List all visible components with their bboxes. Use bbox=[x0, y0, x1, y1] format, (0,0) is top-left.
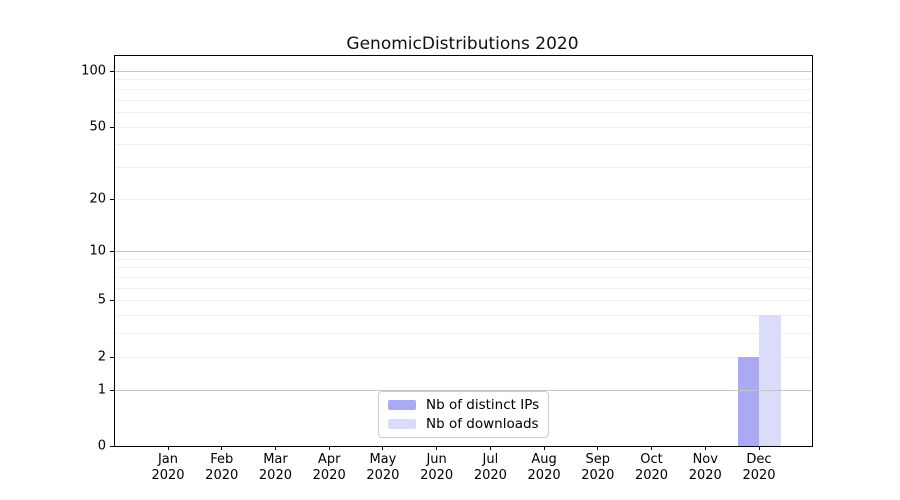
month-label: Jul bbox=[482, 452, 499, 467]
legend-row: Nb of downloads bbox=[388, 416, 539, 432]
x-tick-label: Jun 2020 bbox=[405, 452, 469, 484]
x-tick-label: Mar 2020 bbox=[243, 452, 307, 484]
minor-gridline bbox=[115, 300, 812, 302]
minor-gridline bbox=[115, 198, 812, 200]
bar-downloads bbox=[759, 315, 781, 446]
month-label: Jun bbox=[426, 452, 447, 467]
year-label: 2020 bbox=[366, 468, 400, 483]
major-gridline bbox=[115, 71, 812, 72]
minor-gridline bbox=[115, 88, 812, 90]
y-tick bbox=[110, 356, 115, 358]
y-tick bbox=[110, 71, 115, 72]
minor-gridline bbox=[115, 315, 812, 317]
month-label: Mar bbox=[263, 452, 288, 467]
y-tick-label: 0 bbox=[97, 438, 106, 454]
y-tick bbox=[110, 389, 115, 391]
year-label: 2020 bbox=[258, 468, 292, 483]
month-label: Dec bbox=[746, 452, 772, 467]
x-tick bbox=[221, 446, 223, 450]
x-tick-label: Sep 2020 bbox=[566, 452, 630, 484]
year-label: 2020 bbox=[688, 468, 722, 483]
year-label: 2020 bbox=[205, 468, 239, 483]
legend-row: Nb of distinct IPs bbox=[388, 397, 539, 413]
minor-gridline bbox=[115, 356, 812, 358]
x-tick-label: Apr 2020 bbox=[297, 452, 361, 484]
minor-gridline bbox=[115, 111, 812, 113]
x-tick bbox=[758, 446, 760, 450]
plot-area: 0 1 2 5 10 20 50 100 Jan 2020 Feb 2020 Mar 2020 Apr 202… bbox=[81, 55, 813, 483]
month-label: Aug bbox=[531, 452, 557, 467]
minor-gridline bbox=[115, 333, 812, 335]
month-label: May bbox=[369, 452, 397, 467]
year-label: 2020 bbox=[581, 468, 615, 483]
chart-title: GenomicDistributions 2020 bbox=[346, 34, 579, 54]
x-tick-label: Dec 2020 bbox=[727, 452, 791, 484]
month-label: Oct bbox=[640, 452, 663, 467]
x-tick bbox=[597, 446, 599, 450]
bar-distinct-ips bbox=[737, 356, 759, 446]
major-gridline bbox=[115, 251, 812, 253]
x-tick bbox=[704, 446, 706, 450]
x-tick bbox=[382, 446, 384, 450]
x-tick bbox=[167, 446, 169, 450]
legend-swatch-distinct-ips bbox=[388, 400, 416, 410]
y-tick-label: 100 bbox=[81, 63, 106, 79]
x-tick-label: Oct 2020 bbox=[620, 452, 684, 484]
minor-gridline bbox=[115, 79, 812, 81]
x-tick bbox=[651, 446, 653, 450]
year-label: 2020 bbox=[634, 468, 669, 483]
legend-swatch-downloads bbox=[388, 419, 416, 429]
year-label: 2020 bbox=[151, 468, 185, 483]
major-gridline bbox=[115, 389, 812, 391]
month-label: Nov bbox=[692, 452, 718, 467]
y-tick bbox=[110, 198, 115, 200]
year-label: 2020 bbox=[473, 468, 507, 483]
month-label: Feb bbox=[210, 452, 234, 467]
y-tick-label: 20 bbox=[89, 191, 106, 207]
year-label: 2020 bbox=[312, 468, 346, 483]
y-tick bbox=[110, 300, 115, 302]
x-tick-label: Feb 2020 bbox=[190, 452, 254, 484]
year-label: 2020 bbox=[527, 468, 561, 483]
x-tick bbox=[436, 446, 438, 450]
x-tick bbox=[274, 446, 276, 450]
minor-gridline bbox=[115, 258, 812, 260]
x-tick-label: May 2020 bbox=[351, 452, 415, 484]
minor-gridline bbox=[115, 277, 812, 279]
minor-gridline bbox=[115, 287, 812, 289]
month-label: Jan bbox=[157, 452, 179, 467]
x-tick-label: Nov 2020 bbox=[673, 452, 737, 484]
minor-gridline bbox=[115, 166, 812, 168]
x-tick bbox=[489, 446, 491, 450]
minor-gridline bbox=[115, 267, 812, 269]
legend-label: Nb of downloads bbox=[426, 416, 539, 432]
legend-label: Nb of distinct IPs bbox=[426, 397, 540, 413]
legend: Nb of distinct IPs Nb of downloads bbox=[378, 391, 550, 438]
month-label: Apr bbox=[317, 452, 341, 467]
y-tick bbox=[110, 126, 115, 128]
y-tick bbox=[110, 251, 115, 253]
minor-gridline bbox=[115, 126, 812, 128]
y-tick-label: 1 bbox=[97, 382, 106, 398]
year-label: 2020 bbox=[420, 468, 454, 483]
x-tick-label: Jul 2020 bbox=[458, 452, 522, 484]
y-tick-label: 5 bbox=[97, 292, 106, 308]
x-tick-label: Jan 2020 bbox=[136, 452, 200, 484]
x-tick-label: Aug 2020 bbox=[512, 452, 576, 484]
y-tick-label: 50 bbox=[89, 119, 106, 135]
year-label: 2020 bbox=[742, 468, 776, 483]
x-tick bbox=[543, 446, 545, 450]
y-tick-label: 10 bbox=[89, 243, 106, 259]
minor-gridline bbox=[115, 144, 812, 146]
x-tick bbox=[328, 446, 330, 450]
month-label: Sep bbox=[585, 452, 611, 467]
y-tick-label: 2 bbox=[97, 349, 106, 365]
y-tick bbox=[110, 446, 115, 447]
minor-gridline bbox=[115, 99, 812, 101]
